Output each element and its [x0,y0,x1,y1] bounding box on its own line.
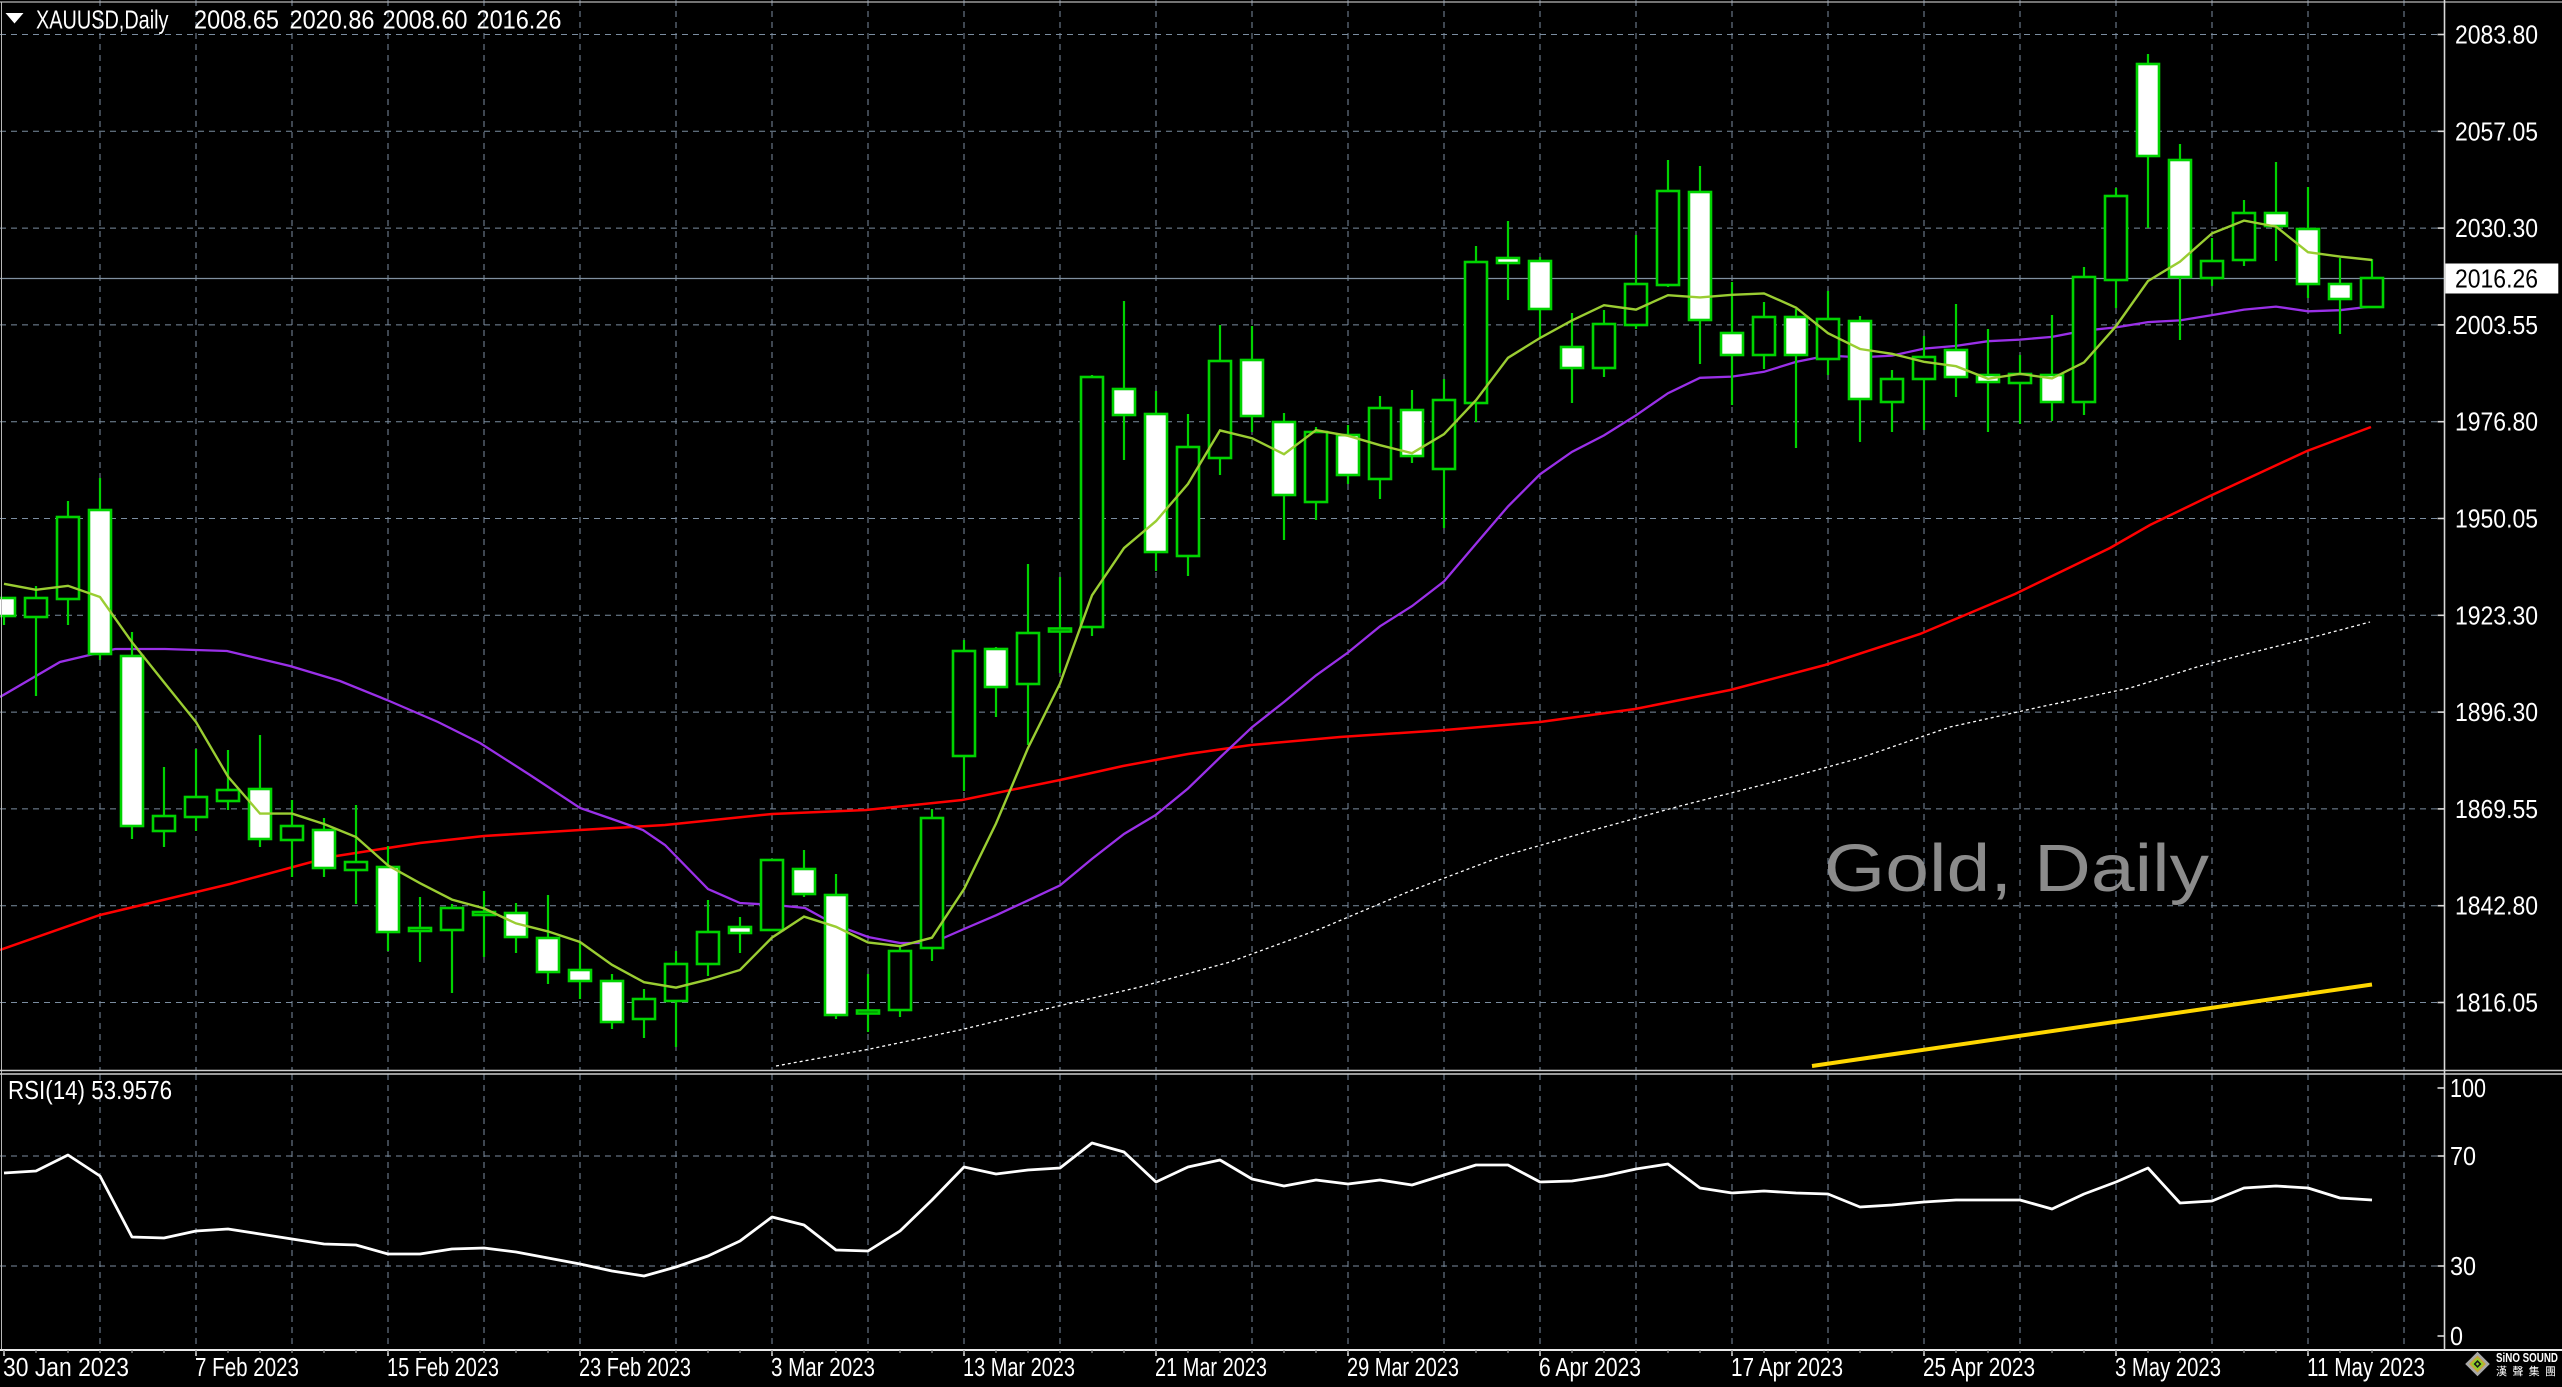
svg-text:70: 70 [2450,1143,2476,1171]
svg-text:29 Mar 2023: 29 Mar 2023 [1347,1354,1459,1382]
svg-text:1869.55: 1869.55 [2455,796,2538,824]
svg-text:2008.65: 2008.65 [194,5,279,35]
svg-text:21 Mar 2023: 21 Mar 2023 [1155,1354,1267,1382]
svg-text:Gold, Daily: Gold, Daily [1824,831,2210,906]
svg-text:100: 100 [2450,1075,2486,1103]
svg-text:30: 30 [2450,1253,2476,1281]
svg-text:2016.26: 2016.26 [477,5,562,35]
svg-text:1842.80: 1842.80 [2455,893,2538,921]
svg-text:2020.86: 2020.86 [290,5,375,35]
svg-text:1816.05: 1816.05 [2455,990,2538,1018]
svg-text:1976.80: 1976.80 [2455,409,2538,437]
svg-text:2016.26: 2016.26 [2455,266,2538,294]
svg-text:11 May 2023: 11 May 2023 [2307,1354,2425,1382]
svg-text:3 May 2023: 3 May 2023 [2115,1354,2221,1382]
svg-text:2008.60: 2008.60 [383,5,468,35]
svg-text:25 Apr 2023: 25 Apr 2023 [1923,1354,2035,1382]
svg-text:23 Feb 2023: 23 Feb 2023 [579,1354,691,1382]
svg-text:0: 0 [2450,1323,2463,1351]
svg-text:3 Mar 2023: 3 Mar 2023 [771,1354,875,1382]
svg-text:XAUUSD,Daily: XAUUSD,Daily [36,5,169,35]
svg-text:1923.30: 1923.30 [2455,602,2538,630]
svg-text:2083.80: 2083.80 [2455,22,2538,50]
svg-text:17 Apr 2023: 17 Apr 2023 [1731,1354,1843,1382]
svg-text:2057.05: 2057.05 [2455,118,2538,146]
svg-text:2030.30: 2030.30 [2455,215,2538,243]
svg-text:6 Apr 2023: 6 Apr 2023 [1539,1354,1641,1382]
svg-text:1896.30: 1896.30 [2455,699,2538,727]
svg-text:2003.55: 2003.55 [2455,312,2538,340]
svg-text:RSI(14) 53.9576: RSI(14) 53.9576 [8,1077,172,1105]
svg-text:7 Feb 2023: 7 Feb 2023 [195,1354,299,1382]
svg-text:30 Jan 2023: 30 Jan 2023 [3,1354,129,1382]
svg-text:13 Mar 2023: 13 Mar 2023 [963,1354,1075,1382]
svg-text:15 Feb 2023: 15 Feb 2023 [387,1354,499,1382]
svg-text:SiNO SOUND: SiNO SOUND [2496,1351,2558,1365]
svg-text:1950.05: 1950.05 [2455,506,2538,534]
